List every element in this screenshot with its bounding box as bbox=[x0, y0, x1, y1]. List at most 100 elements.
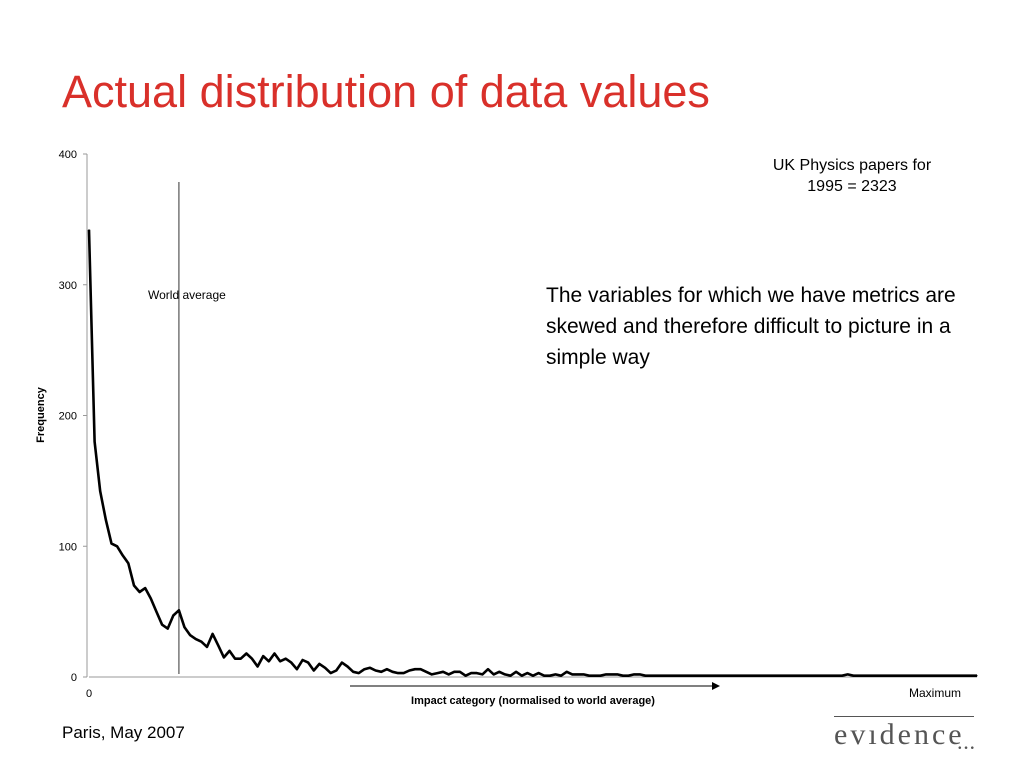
data-point bbox=[830, 675, 832, 677]
data-point bbox=[206, 646, 208, 648]
data-point bbox=[279, 660, 281, 662]
data-point bbox=[774, 675, 776, 677]
data-point bbox=[262, 655, 264, 657]
data-point bbox=[802, 675, 804, 677]
data-point bbox=[464, 675, 467, 677]
data-point bbox=[723, 675, 725, 677]
data-point bbox=[195, 638, 197, 640]
data-point bbox=[105, 519, 107, 521]
logo-wordmark: evıdence bbox=[834, 718, 965, 751]
data-point bbox=[650, 675, 652, 677]
data-point bbox=[212, 633, 214, 635]
data-point bbox=[521, 675, 523, 677]
data-point bbox=[937, 675, 939, 677]
data-point bbox=[251, 658, 253, 660]
data-point bbox=[785, 675, 787, 677]
data-point bbox=[701, 675, 703, 677]
y-tick-label: 200 bbox=[59, 411, 77, 423]
data-point bbox=[886, 675, 888, 677]
data-point bbox=[470, 672, 472, 674]
dataset-note-line2: 1995 = 2323 bbox=[807, 178, 897, 195]
data-point bbox=[740, 675, 742, 677]
data-point bbox=[268, 660, 270, 662]
data-point bbox=[526, 672, 528, 674]
data-point bbox=[706, 675, 708, 677]
data-point bbox=[200, 641, 203, 643]
dataset-note: UK Physics papers for 1995 = 2323 bbox=[752, 155, 952, 197]
data-point bbox=[144, 587, 146, 589]
x-axis-title: Impact category (normalised to world ave… bbox=[411, 695, 655, 707]
data-point bbox=[324, 667, 326, 669]
data-point bbox=[150, 597, 152, 600]
data-point bbox=[386, 668, 388, 670]
data-point bbox=[335, 669, 337, 672]
data-point bbox=[217, 645, 219, 647]
data-point bbox=[717, 675, 720, 677]
data-point bbox=[290, 662, 292, 664]
data-point bbox=[240, 658, 242, 660]
data-point bbox=[493, 673, 495, 675]
data-point bbox=[796, 675, 798, 677]
data-point bbox=[976, 675, 978, 677]
data-point bbox=[509, 675, 512, 677]
data-point bbox=[953, 675, 956, 677]
data-point bbox=[577, 673, 579, 675]
data-point bbox=[599, 675, 602, 677]
data-point bbox=[841, 675, 843, 677]
y-tick-label: 300 bbox=[59, 280, 77, 292]
data-point bbox=[729, 675, 731, 677]
data-point bbox=[684, 675, 686, 677]
data-point bbox=[644, 675, 647, 677]
data-point bbox=[931, 675, 933, 677]
data-point bbox=[667, 675, 669, 677]
data-point bbox=[133, 584, 135, 587]
data-point bbox=[875, 675, 877, 677]
data-point bbox=[397, 672, 399, 674]
data-point bbox=[318, 663, 321, 665]
data-point bbox=[341, 662, 343, 664]
data-point bbox=[611, 673, 613, 675]
data-point bbox=[824, 675, 826, 677]
data-point bbox=[942, 675, 944, 677]
data-point bbox=[223, 656, 225, 658]
data-point bbox=[234, 658, 236, 660]
data-point bbox=[622, 675, 624, 677]
evidence-logo: evıdence ••• bbox=[832, 714, 978, 754]
data-point bbox=[639, 673, 641, 675]
data-point bbox=[543, 675, 545, 677]
data-point bbox=[582, 673, 585, 675]
data-point bbox=[301, 659, 304, 661]
data-point bbox=[116, 545, 118, 547]
data-point bbox=[375, 669, 377, 672]
data-point bbox=[560, 675, 562, 677]
data-point bbox=[858, 675, 860, 677]
data-point bbox=[627, 675, 630, 677]
explanation-text: The variables for which we have metrics … bbox=[546, 284, 956, 369]
data-point bbox=[734, 675, 736, 677]
data-point bbox=[819, 675, 821, 677]
data-point bbox=[431, 673, 433, 675]
world-average-label: World average bbox=[148, 288, 226, 302]
data-point bbox=[245, 652, 247, 655]
data-point bbox=[689, 675, 691, 677]
data-point bbox=[908, 675, 911, 677]
data-point bbox=[807, 675, 809, 677]
y-tick-label: 400 bbox=[59, 149, 77, 161]
data-point bbox=[296, 668, 298, 670]
data-point bbox=[442, 671, 444, 673]
data-point bbox=[515, 671, 517, 673]
data-point bbox=[892, 675, 894, 677]
data-point bbox=[459, 671, 461, 673]
data-point bbox=[346, 665, 349, 668]
logo-dots: ••• bbox=[957, 744, 976, 754]
data-point bbox=[532, 675, 534, 677]
data-point bbox=[122, 554, 124, 557]
data-point bbox=[959, 675, 961, 677]
data-point bbox=[965, 675, 967, 677]
data-point bbox=[925, 675, 928, 677]
data-point bbox=[920, 675, 922, 677]
data-point bbox=[847, 673, 849, 675]
data-point bbox=[425, 671, 427, 673]
data-point bbox=[661, 675, 663, 677]
data-point bbox=[183, 626, 186, 628]
